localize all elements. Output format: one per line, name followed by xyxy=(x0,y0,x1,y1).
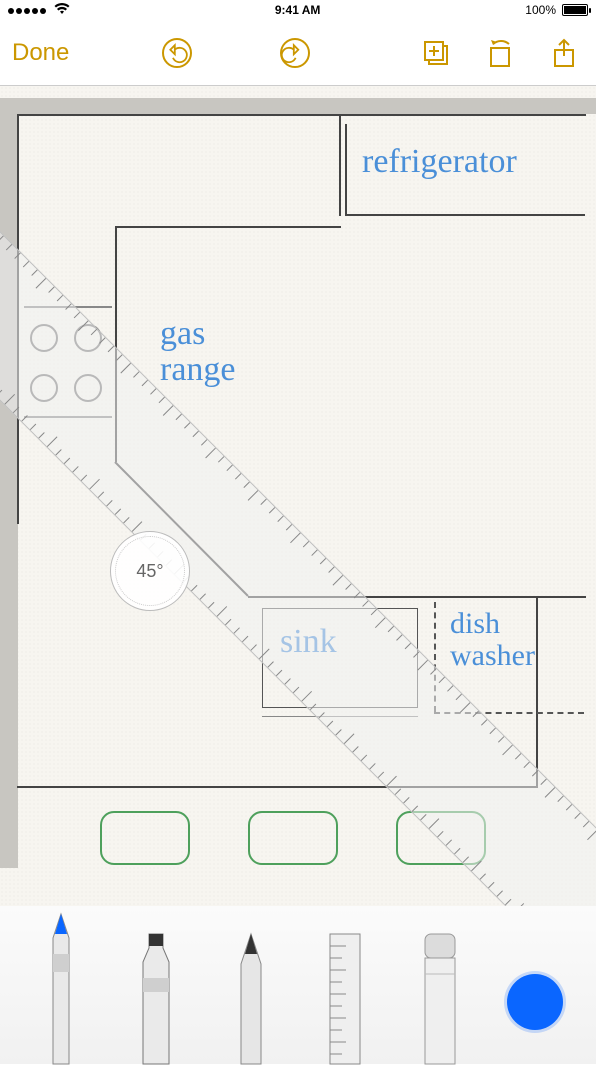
share-button[interactable] xyxy=(544,33,584,73)
signal-dots-icon xyxy=(8,3,48,17)
label-text: washer xyxy=(450,639,535,672)
battery-percent: 100% xyxy=(525,3,556,17)
sketch-canvas[interactable]: refrigerator gas range sink dish washer … xyxy=(0,86,596,906)
new-sketch-button[interactable] xyxy=(416,33,456,73)
label-text: dish xyxy=(450,607,500,640)
wall-line xyxy=(339,114,586,116)
label-text: gas xyxy=(160,315,205,352)
status-bar: 9:41 AM 100% xyxy=(0,0,596,20)
stool xyxy=(100,811,190,865)
status-time: 9:41 AM xyxy=(275,3,321,17)
stool xyxy=(248,811,338,865)
island-line xyxy=(536,596,538,788)
label-text: range xyxy=(160,351,236,388)
eraser-tool[interactable] xyxy=(410,934,470,1064)
toolbar: Done xyxy=(0,20,596,86)
wall-line xyxy=(339,114,341,216)
marker-tool[interactable] xyxy=(126,934,186,1064)
battery-icon xyxy=(562,4,588,16)
wifi-icon xyxy=(54,3,70,18)
done-button[interactable]: Done xyxy=(12,39,69,67)
label-gas-range: gas range xyxy=(160,316,236,387)
rotate-button[interactable] xyxy=(480,33,520,73)
label-dishwasher: dish washer xyxy=(450,608,535,671)
redo-button[interactable] xyxy=(275,33,315,73)
fridge-line xyxy=(345,214,585,216)
pencil-tool[interactable] xyxy=(221,934,281,1064)
ruler-angle-indicator[interactable]: 45° xyxy=(110,531,190,611)
ruler-tool-button[interactable] xyxy=(315,934,375,1064)
wall-line xyxy=(17,114,339,116)
pen-tool[interactable] xyxy=(31,914,91,1064)
drawing-tool-tray xyxy=(0,906,596,1064)
current-color-swatch[interactable] xyxy=(509,976,561,1028)
color-picker[interactable] xyxy=(505,976,565,1064)
ruler-angle-value: 45° xyxy=(136,561,163,582)
counter-line xyxy=(115,226,341,228)
fridge-line xyxy=(345,124,347,214)
undo-button[interactable] xyxy=(157,33,197,73)
label-refrigerator: refrigerator xyxy=(362,144,517,180)
ruler-tool[interactable] xyxy=(300,616,301,617)
wall-left-shadow xyxy=(0,98,18,868)
wall-top-shadow xyxy=(0,98,596,114)
